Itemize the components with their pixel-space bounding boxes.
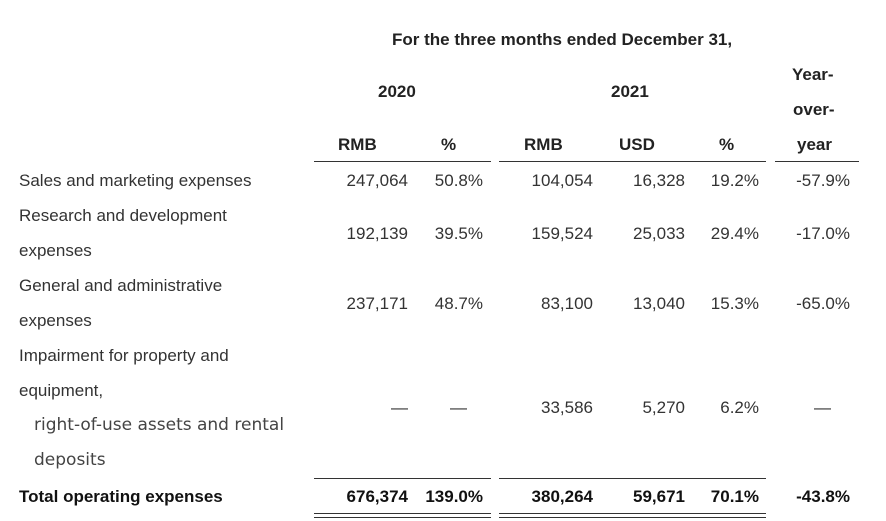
cell-pct-2020: 39.5% [434, 224, 483, 243]
total-rmb-2020: 676,374 [346, 487, 408, 506]
cell-pct-2020: 50.8% [434, 171, 483, 190]
period-header: For the three months ended December 31, [392, 30, 733, 49]
cell-pct-2020: 48.7% [434, 294, 483, 313]
cell-usd-2021: 16,328 [633, 171, 685, 190]
cell-pct-2021: 6.2% [720, 398, 759, 417]
cell-rmb-2021: 104,054 [531, 171, 593, 190]
cell-yoy: -65.0% [796, 294, 850, 313]
total-label: Total operating expenses [19, 487, 223, 506]
cell-rmb-2020: 192,139 [346, 224, 408, 243]
row-label: Research and development [19, 206, 227, 225]
row-label-cont: equipment, [19, 381, 104, 400]
yoy-header-line2: over- [793, 100, 835, 119]
cell-usd-2021: 5,270 [642, 398, 685, 417]
cell-pct-2020: — [450, 398, 467, 417]
row-label-cont: expenses [19, 311, 92, 330]
total-rmb-2021: 380,264 [531, 487, 593, 506]
col-header-usd-2021: USD [619, 135, 655, 154]
cell-rmb-2021: 83,100 [541, 294, 593, 313]
cell-rmb-2020: — [391, 398, 408, 417]
cell-yoy: -17.0% [796, 224, 850, 243]
cell-pct-2021: 15.3% [710, 294, 759, 313]
col-header-pct-2021: % [719, 135, 735, 154]
total-yoy: -43.8% [796, 487, 850, 506]
cell-pct-2021: 29.4% [710, 224, 759, 243]
header-underline-yoy [775, 161, 859, 162]
row-label: Sales and marketing expenses [19, 171, 252, 190]
year-2020-header: 2020 [378, 82, 416, 101]
cell-rmb-2020: 247,064 [346, 171, 408, 190]
col-header-rmb-2021: RMB [524, 135, 563, 154]
cell-yoy: -57.9% [796, 171, 850, 190]
total-pct-2021: 70.1% [710, 487, 759, 506]
cell-usd-2021: 13,040 [633, 294, 685, 313]
row-label-indented: deposits [34, 450, 106, 470]
header-underline-2021 [499, 161, 766, 162]
cell-pct-2021: 19.2% [710, 171, 759, 190]
total-pct-2020: 139.0% [425, 487, 483, 506]
cell-rmb-2021: 33,586 [541, 398, 593, 417]
col-header-rmb-2020: RMB [338, 135, 377, 154]
total-double-underline-2021-a [499, 513, 766, 514]
total-double-underline-2020-b [314, 517, 491, 518]
total-topline-2020 [314, 478, 491, 479]
header-underline-2020 [314, 161, 491, 162]
total-topline-2021 [499, 478, 766, 479]
total-usd-2021: 59,671 [633, 487, 685, 506]
total-double-underline-2021-b [499, 517, 766, 518]
yoy-header-line1: Year- [792, 65, 834, 84]
cell-rmb-2021: 159,524 [531, 224, 593, 243]
year-2021-header: 2021 [611, 82, 649, 101]
cell-yoy: — [814, 398, 831, 417]
cell-rmb-2020: 237,171 [346, 294, 408, 313]
row-label-indented: right-of-use assets and rental [34, 415, 285, 435]
row-label: Impairment for property and [19, 346, 229, 365]
yoy-header-line3: year [797, 135, 832, 154]
total-double-underline-2020-a [314, 513, 491, 514]
cell-usd-2021: 25,033 [633, 224, 685, 243]
col-header-pct-2020: % [441, 135, 457, 154]
row-label-cont: expenses [19, 241, 92, 260]
row-label: General and administrative [19, 276, 223, 295]
